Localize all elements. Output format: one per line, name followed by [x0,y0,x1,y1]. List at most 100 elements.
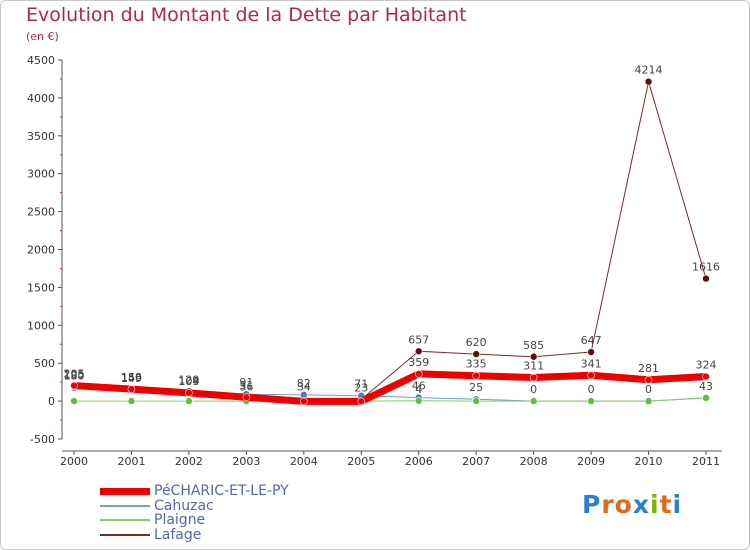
x-tick-label: 2005 [347,455,375,468]
data-point [644,77,653,86]
data-label: 34 [297,381,311,394]
chart-title: Evolution du Montant de la Dette par Hab… [26,4,467,26]
legend-label: Plaigne [154,512,206,528]
data-point [529,397,538,405]
data-point [472,371,480,380]
y-tick-label: 2000 [27,244,55,257]
data-label: 324 [696,359,717,372]
chart-data-labels: 180 150 129 36 34 23 657 620 585 647 4214 1616 195 14… [64,64,721,396]
x-tick-label: 2000 [60,455,88,468]
x-tick-label: 2007 [462,455,490,468]
y-tick-label: 3500 [27,130,55,143]
x-tick-label: 2003 [232,455,260,468]
data-point [529,373,538,382]
data-label: 335 [466,358,487,371]
data-label: 1616 [692,261,720,274]
data-label: 36 [239,380,253,393]
x-tick-label: 2009 [577,455,605,468]
data-point [127,385,136,393]
data-label: 149 [121,372,142,385]
data-point [644,376,653,384]
data-label: 82 [297,377,311,390]
y-tick-label: 1500 [27,281,55,294]
data-label: 25 [469,381,483,394]
y-tick-label: -500 [30,433,55,446]
logo-letter: P [582,490,602,519]
chart-axes: -500050010001500200025003000350040004500… [27,54,722,468]
data-label: 4 [415,383,422,396]
chart-series [70,77,710,406]
y-tick-label: 4000 [27,92,55,105]
data-label: 281 [638,362,659,375]
data-point [702,372,710,381]
data-point [357,397,366,406]
data-label: 104 [178,375,199,388]
x-tick-label: 2010 [635,455,663,468]
data-label: 109 [178,375,199,388]
legend-label: Lafage [154,526,202,543]
data-label: 150 [121,372,142,385]
series-line [70,370,710,405]
x-tick-label: 2004 [290,455,318,468]
x-tick-label: 2008 [520,455,548,468]
data-label: 4214 [635,64,663,77]
data-label: 0 [645,383,652,396]
y-tick-label: 2500 [27,206,55,219]
x-tick-label: 2001 [117,455,145,468]
data-point [414,370,423,378]
data-point [414,396,423,405]
data-point [472,397,480,405]
data-point [185,397,193,405]
y-tick-label: 1000 [27,319,55,332]
data-point [529,352,538,361]
legend-swatch [100,533,150,536]
data-point [587,371,595,380]
data-label: 43 [699,380,713,393]
data-point [414,347,423,356]
data-point [185,389,193,397]
data-label: 341 [581,357,602,370]
data-point [70,381,78,390]
x-tick-label: 2002 [175,455,203,468]
data-point [644,397,653,405]
data-point [300,397,308,406]
data-point [127,397,136,405]
data-label: 158 [121,371,142,384]
legend-swatch [100,519,150,521]
data-label: 359 [408,356,429,369]
data-point [702,274,710,283]
logo-letter: i [672,490,683,519]
proxiti-logo: Proxiti [582,490,682,519]
x-tick-label: 2011 [692,455,720,468]
data-point [70,397,78,405]
legend-label: Cahuzac [154,497,214,514]
data-point [587,348,595,356]
data-label: 23 [354,381,368,394]
data-point [587,397,595,405]
data-label: 205 [64,368,85,381]
data-label: 91 [239,376,253,389]
data-label: 180 [64,369,85,382]
logo-letter: x [632,490,650,519]
legend-swatch [100,504,150,507]
data-label: 0 [588,383,595,396]
x-tick-label: 2006 [405,455,433,468]
data-point [702,394,710,402]
data-label: 195 [64,368,85,381]
data-point [472,350,480,358]
logo-letter: t [659,490,673,519]
series-line [73,397,707,402]
data-label: 129 [178,373,199,386]
y-tick-label: 3000 [27,168,55,181]
logo-letter: i [650,490,660,519]
data-label: 657 [408,333,429,346]
data-label: 71 [354,378,368,391]
chart-subtitle: (en €) [26,30,59,43]
y-tick-label: 500 [34,357,55,370]
data-point [242,393,251,402]
logo-letter: o [614,490,633,519]
series-line [73,81,707,400]
legend-swatch [100,487,150,495]
